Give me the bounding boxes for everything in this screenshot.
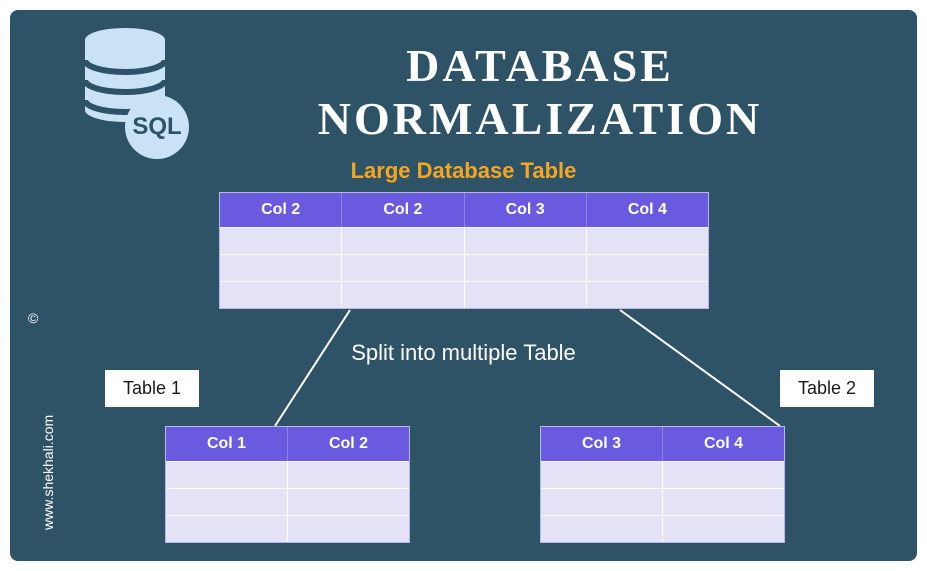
table-cell bbox=[166, 489, 288, 515]
table-cell bbox=[220, 228, 342, 254]
table-cell bbox=[663, 462, 784, 488]
table-cell bbox=[166, 516, 288, 542]
table-column-header: Col 4 bbox=[587, 193, 708, 227]
table-cell bbox=[541, 462, 663, 488]
small-table-1-body bbox=[166, 461, 409, 542]
table-column-header: Col 2 bbox=[342, 193, 464, 227]
table-cell bbox=[663, 489, 784, 515]
table-cell bbox=[220, 282, 342, 308]
large-table-body bbox=[220, 227, 708, 308]
table-cell bbox=[541, 516, 663, 542]
table-cell bbox=[288, 462, 409, 488]
table-cell bbox=[342, 282, 464, 308]
table2-tag: Table 2 bbox=[780, 370, 874, 407]
table-column-header: Col 2 bbox=[220, 193, 342, 227]
table-row bbox=[220, 254, 708, 281]
table-column-header: Col 2 bbox=[288, 427, 409, 461]
table1-tag: Table 1 bbox=[105, 370, 199, 407]
table-row bbox=[166, 461, 409, 488]
small-table-2-header: Col 3Col 4 bbox=[541, 427, 784, 461]
table-cell bbox=[342, 255, 464, 281]
table-row bbox=[166, 488, 409, 515]
small-table-2-body bbox=[541, 461, 784, 542]
table-cell bbox=[465, 255, 587, 281]
table-column-header: Col 1 bbox=[166, 427, 288, 461]
table-cell bbox=[541, 489, 663, 515]
table-cell bbox=[465, 228, 587, 254]
table-cell bbox=[587, 228, 708, 254]
small-table-1: Col 1Col 2 bbox=[165, 426, 410, 543]
table-row bbox=[541, 488, 784, 515]
table-row bbox=[166, 515, 409, 542]
table-row bbox=[541, 515, 784, 542]
small-table-1-header: Col 1Col 2 bbox=[166, 427, 409, 461]
table-column-header: Col 4 bbox=[663, 427, 784, 461]
table-cell bbox=[465, 282, 587, 308]
sql-badge-text: SQL bbox=[132, 113, 181, 141]
large-table: Col 2Col 2Col 3Col 4 bbox=[219, 192, 709, 309]
website-credit: www.shekhali.com bbox=[40, 415, 56, 530]
title-line-2: NORMALIZATION bbox=[318, 93, 763, 144]
split-label: Split into multiple Table bbox=[10, 340, 917, 366]
large-table-header: Col 2Col 2Col 3Col 4 bbox=[220, 193, 708, 227]
sql-badge: SQL bbox=[125, 95, 189, 159]
diagram-canvas: SQL DATABASE NORMALIZATION Large Databas… bbox=[10, 10, 917, 561]
table-cell bbox=[587, 255, 708, 281]
copyright-symbol: © bbox=[28, 310, 38, 326]
main-title: DATABASE NORMALIZATION bbox=[220, 40, 860, 146]
small-table-2: Col 3Col 4 bbox=[540, 426, 785, 543]
table-cell bbox=[220, 255, 342, 281]
table-row bbox=[220, 281, 708, 308]
table-column-header: Col 3 bbox=[465, 193, 587, 227]
table-cell bbox=[288, 489, 409, 515]
title-line-1: DATABASE bbox=[406, 40, 674, 91]
table-row bbox=[220, 227, 708, 254]
table-cell bbox=[342, 228, 464, 254]
subtitle: Large Database Table bbox=[10, 158, 917, 184]
table-cell bbox=[587, 282, 708, 308]
table-row bbox=[541, 461, 784, 488]
table-cell bbox=[166, 462, 288, 488]
table-cell bbox=[663, 516, 784, 542]
table-column-header: Col 3 bbox=[541, 427, 663, 461]
table-cell bbox=[288, 516, 409, 542]
